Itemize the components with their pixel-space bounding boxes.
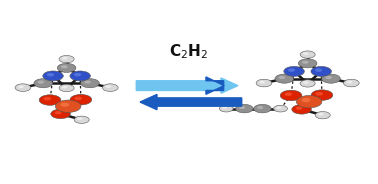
Circle shape bbox=[47, 73, 54, 76]
Circle shape bbox=[280, 90, 302, 101]
Circle shape bbox=[315, 68, 322, 72]
Circle shape bbox=[81, 79, 99, 88]
Circle shape bbox=[322, 74, 340, 83]
Circle shape bbox=[288, 68, 295, 72]
Circle shape bbox=[296, 95, 322, 108]
Circle shape bbox=[57, 63, 76, 72]
Circle shape bbox=[74, 116, 89, 123]
Circle shape bbox=[59, 56, 74, 63]
Circle shape bbox=[303, 81, 308, 84]
Circle shape bbox=[61, 65, 68, 68]
Circle shape bbox=[55, 111, 62, 114]
Circle shape bbox=[325, 76, 332, 79]
Circle shape bbox=[38, 81, 44, 84]
Circle shape bbox=[219, 105, 233, 112]
Circle shape bbox=[347, 81, 352, 83]
Circle shape bbox=[15, 84, 31, 91]
Circle shape bbox=[239, 106, 245, 109]
Circle shape bbox=[296, 107, 302, 110]
Circle shape bbox=[303, 52, 308, 55]
Circle shape bbox=[43, 97, 51, 101]
Circle shape bbox=[276, 107, 281, 109]
Circle shape bbox=[70, 71, 90, 81]
Circle shape bbox=[302, 98, 310, 102]
Circle shape bbox=[298, 59, 317, 68]
Circle shape bbox=[285, 92, 292, 96]
Circle shape bbox=[62, 86, 67, 88]
Circle shape bbox=[59, 84, 74, 92]
Circle shape bbox=[259, 81, 265, 83]
Circle shape bbox=[279, 76, 285, 79]
FancyArrow shape bbox=[140, 94, 242, 110]
Circle shape bbox=[60, 102, 70, 107]
Circle shape bbox=[254, 104, 271, 113]
Circle shape bbox=[39, 95, 61, 105]
Circle shape bbox=[74, 97, 82, 100]
Circle shape bbox=[311, 90, 333, 100]
Circle shape bbox=[300, 51, 315, 58]
Circle shape bbox=[318, 113, 324, 116]
Circle shape bbox=[315, 92, 323, 96]
Circle shape bbox=[84, 81, 91, 84]
Circle shape bbox=[257, 106, 263, 109]
Circle shape bbox=[284, 66, 304, 76]
FancyArrow shape bbox=[206, 77, 224, 94]
Circle shape bbox=[105, 85, 111, 88]
Circle shape bbox=[43, 71, 63, 81]
Circle shape bbox=[292, 105, 311, 114]
Circle shape bbox=[256, 79, 272, 87]
Circle shape bbox=[18, 85, 24, 88]
Circle shape bbox=[77, 118, 82, 120]
Circle shape bbox=[222, 107, 227, 109]
Circle shape bbox=[315, 112, 330, 119]
Circle shape bbox=[274, 105, 287, 112]
Circle shape bbox=[300, 80, 315, 87]
Circle shape bbox=[70, 94, 92, 105]
Text: C$_2$H$_2$: C$_2$H$_2$ bbox=[169, 43, 209, 61]
Circle shape bbox=[55, 100, 81, 112]
Circle shape bbox=[302, 61, 308, 64]
Circle shape bbox=[344, 79, 359, 87]
Circle shape bbox=[34, 79, 53, 88]
FancyArrow shape bbox=[136, 78, 238, 93]
Circle shape bbox=[235, 104, 253, 113]
Circle shape bbox=[311, 66, 332, 76]
Circle shape bbox=[275, 74, 294, 83]
Circle shape bbox=[102, 84, 118, 91]
Circle shape bbox=[62, 57, 67, 59]
Circle shape bbox=[74, 73, 81, 76]
Circle shape bbox=[51, 109, 70, 119]
